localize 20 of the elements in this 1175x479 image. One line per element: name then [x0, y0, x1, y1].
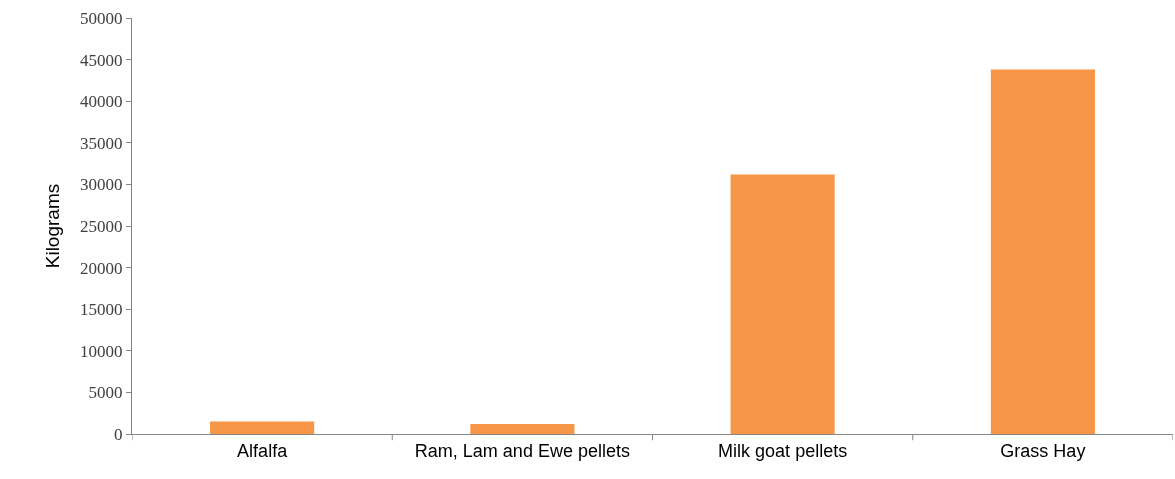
- x-tick-label: Milk goat pellets: [718, 440, 848, 461]
- y-tick-label: 0: [114, 424, 123, 444]
- bar: [470, 424, 575, 434]
- y-tick-label: 15000: [80, 300, 123, 320]
- y-tick-label: 5000: [88, 383, 123, 403]
- y-tick-label: 20000: [80, 258, 123, 278]
- y-tick-label: 10000: [80, 341, 123, 361]
- y-tick-label: 45000: [80, 50, 123, 70]
- x-tick-label: Ram, Lam and Ewe pellets: [414, 440, 630, 461]
- y-tick-label: 40000: [80, 92, 123, 112]
- x-tick-label: Grass Hay: [1000, 440, 1086, 461]
- y-tick-label: 35000: [80, 133, 123, 153]
- bar: [210, 421, 315, 434]
- y-tick-label: 30000: [80, 175, 123, 195]
- x-tick-label: Alfalfa: [237, 440, 289, 461]
- bar: [990, 69, 1095, 434]
- y-tick-label: 25000: [80, 216, 123, 236]
- y-tick-label: 50000: [80, 8, 123, 28]
- y-axis-title: Kilograms: [41, 183, 63, 269]
- bar: [730, 174, 835, 434]
